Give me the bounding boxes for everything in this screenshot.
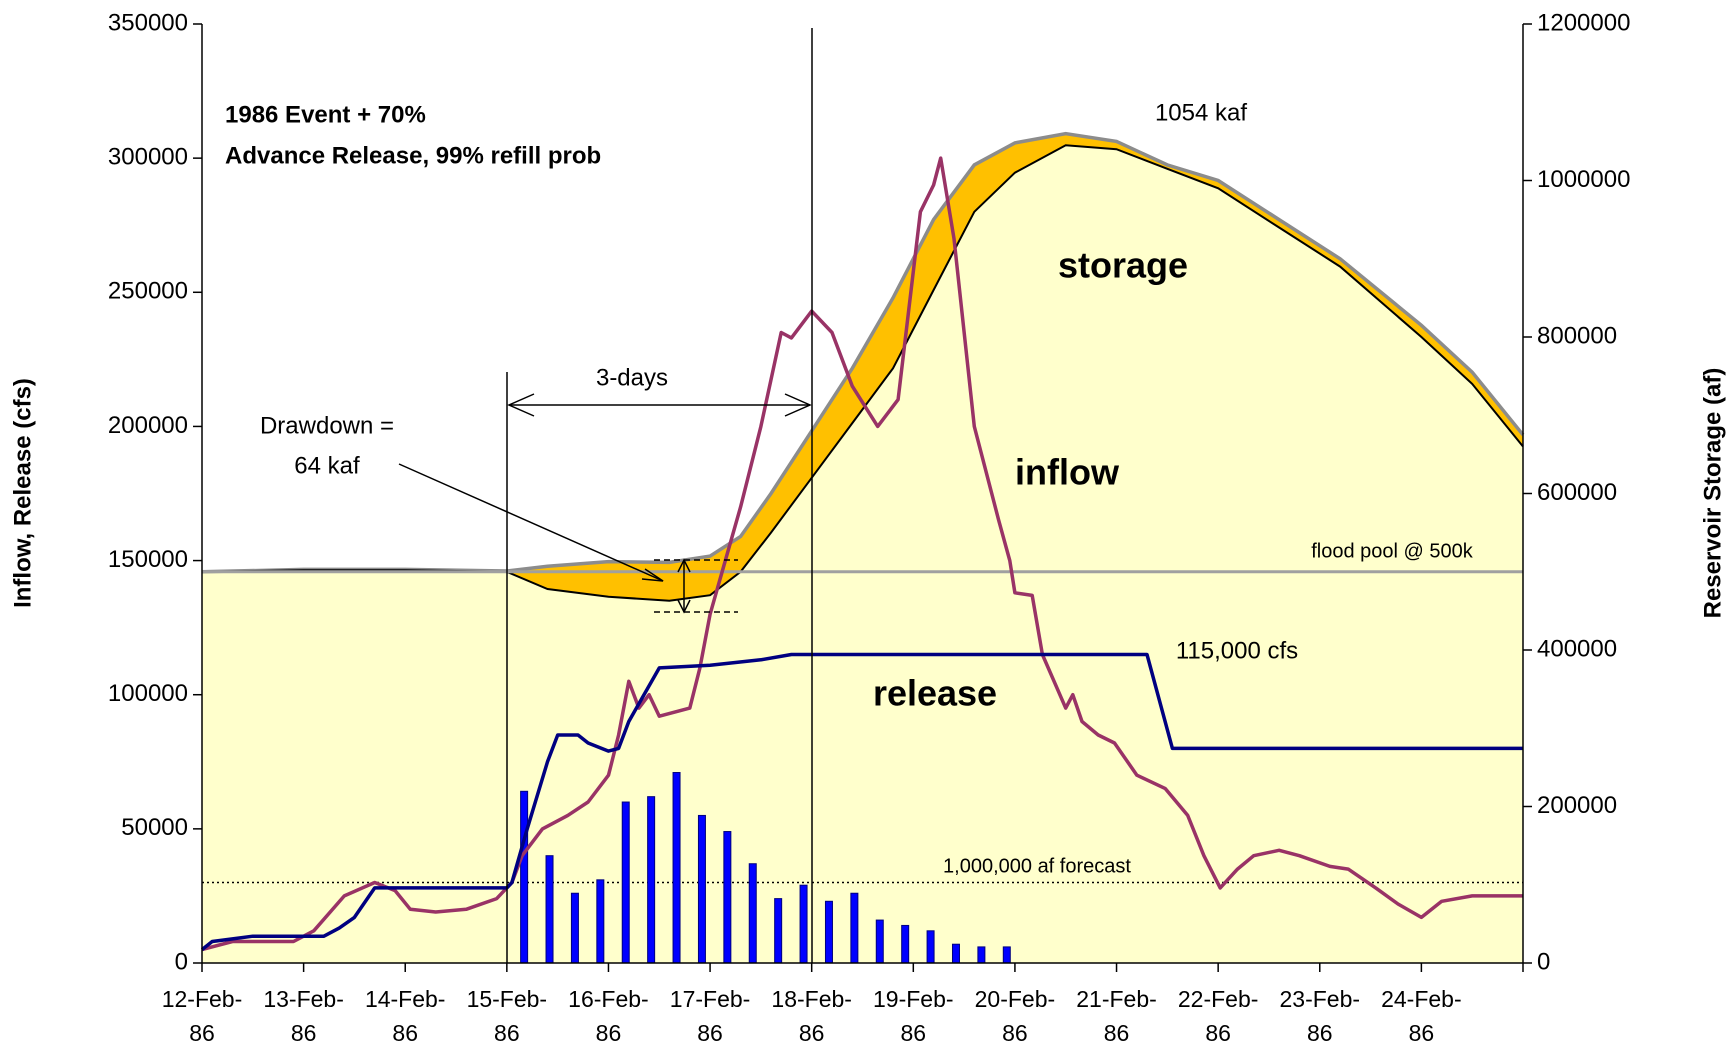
y2-tick-label: 600000 (1537, 479, 1617, 506)
x-tick-label: 18-Feb-86 (771, 986, 852, 1046)
line (200, 652, 1523, 951)
storage-line (201, 131, 1525, 574)
bar (774, 898, 783, 964)
x-tick-label: 22-Feb-86 (1177, 986, 1259, 1046)
x-tick-label: 16-Feb-86 (568, 986, 649, 1046)
x-tick-label: 12-Feb-86 (161, 986, 243, 1046)
y2-tick-label: 1200000 (1537, 9, 1630, 36)
chart-title: 1986 Event + 70% (225, 101, 426, 128)
y-axis-title: Inflow, Release (cfs) (9, 378, 36, 608)
y2-tick-label: 400000 (1537, 635, 1617, 662)
bar (697, 814, 706, 964)
bar (748, 863, 757, 964)
x-tick-label: 13-Feb-86 (263, 986, 344, 1046)
reference-label: 1,000,000 af forecast (943, 855, 1131, 877)
y2-axis-title: Reservoir Storage (af) (1699, 368, 1726, 619)
bar (799, 884, 808, 964)
bar (901, 924, 910, 964)
annotation: Drawdown = (260, 412, 394, 439)
bar (723, 831, 732, 964)
bar (672, 772, 681, 964)
bar (570, 892, 579, 964)
annotation: 1054 kaf (1155, 99, 1247, 126)
y-tick-label: 350000 (108, 9, 188, 36)
line (201, 156, 1523, 952)
bar (850, 892, 859, 964)
y2-tick-label: 0 (1537, 948, 1550, 975)
y-tick-label: 300000 (108, 143, 188, 170)
bar (596, 879, 605, 964)
y2-tick-label: 800000 (1537, 322, 1617, 349)
drawdown-pointer (398, 463, 738, 614)
chart-subtitle: Advance Release, 99% refill prob (225, 142, 601, 169)
x-tick-label: 24-Feb-86 (1381, 986, 1462, 1046)
x-tick-label: 21-Feb-86 (1076, 986, 1157, 1046)
bar (647, 796, 656, 964)
y-tick-label: 100000 (108, 680, 188, 707)
annotation: 115,000 cfs (1176, 637, 1298, 664)
series-label: inflow (1015, 452, 1120, 493)
x-tick-label: 15-Feb-86 (466, 986, 548, 1046)
bar (545, 855, 554, 964)
y-tick-label: 200000 (108, 412, 188, 439)
y2-tick-label: 200000 (1537, 792, 1617, 819)
bar (926, 930, 935, 964)
x-tick-label: 14-Feb-86 (364, 986, 446, 1046)
series-label: release (873, 673, 997, 714)
y-tick-label: 250000 (108, 278, 188, 305)
bar (621, 801, 630, 964)
annotation: 64 kaf (294, 452, 360, 479)
storage-line (201, 144, 1524, 602)
x-tick-label: 19-Feb-86 (873, 986, 954, 1046)
plot-area (200, 131, 1525, 964)
y-tick-label: 50000 (121, 814, 188, 841)
y2-tick-label: 1000000 (1537, 166, 1630, 193)
series-label: storage (1058, 245, 1188, 286)
y-tick-label: 0 (175, 948, 188, 975)
bar (824, 900, 833, 964)
x-tick-label: 23-Feb-86 (1279, 986, 1361, 1046)
x-tick-label: 20-Feb-86 (974, 986, 1056, 1046)
bar (1002, 946, 1011, 964)
y-tick-label: 150000 (108, 546, 188, 573)
bar (875, 919, 884, 964)
storage-band (202, 133, 1523, 601)
span-arrow (507, 393, 812, 417)
annotation: 3-days (596, 364, 668, 391)
reference-label: flood pool @ 500k (1311, 540, 1474, 562)
bar (977, 946, 986, 964)
x-tick-label: 17-Feb-86 (669, 986, 751, 1046)
bar (520, 790, 529, 964)
bar (951, 943, 960, 964)
storage-area (202, 145, 1523, 964)
